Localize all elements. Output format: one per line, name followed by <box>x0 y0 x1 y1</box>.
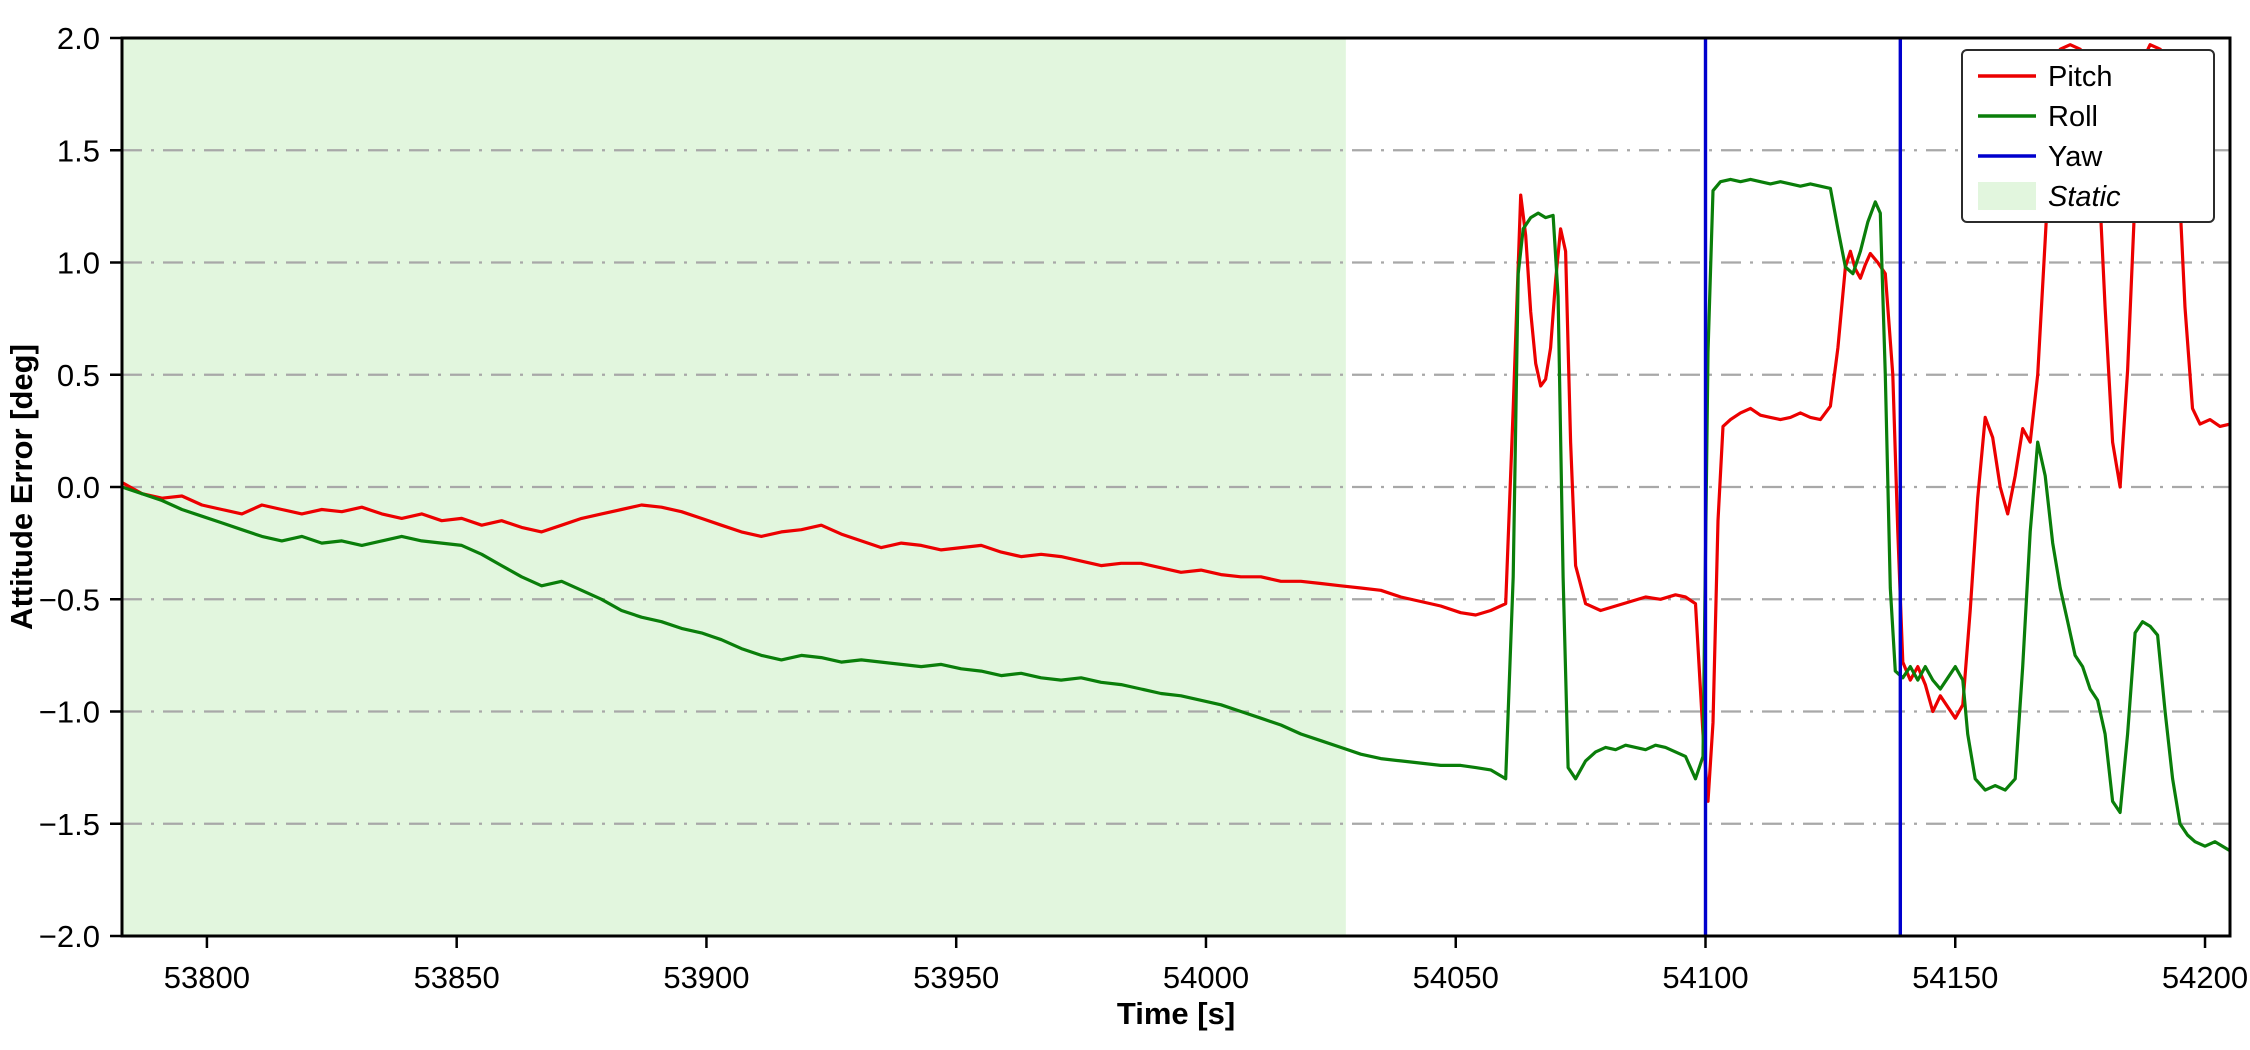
x-tick-label: 54000 <box>1163 960 1249 995</box>
static-region <box>122 38 1346 936</box>
legend: Pitch Roll Yaw Static <box>1961 49 2215 223</box>
y-tick-label: 1.0 <box>57 246 100 281</box>
x-tick-label: 53950 <box>913 960 999 995</box>
pitch-series-line <box>122 43 2230 803</box>
x-tick-label: 54200 <box>2162 960 2248 995</box>
y-tick-label: −1.0 <box>39 695 100 730</box>
x-tick-label: 54150 <box>1912 960 1998 995</box>
legend-label-roll: Roll <box>2048 101 2098 133</box>
y-tick-label: 2.0 <box>57 21 100 56</box>
x-axis-label: Time [s] <box>1117 996 1235 1031</box>
legend-label-static: Static <box>2048 181 2121 213</box>
roll-series-line <box>122 177 2230 853</box>
y-tick-label: −2.0 <box>39 919 100 954</box>
y-tick-label: 1.5 <box>57 133 100 168</box>
y-tick-label: −0.5 <box>39 582 100 617</box>
x-tick-label: 54100 <box>1662 960 1748 995</box>
x-tick-label: 53850 <box>414 960 500 995</box>
x-tick-label: 53800 <box>164 960 250 995</box>
legend-sample-static <box>1978 182 2036 210</box>
x-tick-label: 53900 <box>663 960 749 995</box>
y-tick-label: 0.5 <box>57 358 100 393</box>
y-tick-label: 0.0 <box>57 470 100 505</box>
x-tick-label: 54050 <box>1413 960 1499 995</box>
plot-area <box>122 38 2230 936</box>
legend-label-pitch: Pitch <box>2048 61 2112 93</box>
y-axis-label: Attitude Error [deg] <box>4 344 39 630</box>
y-tick-label: −1.5 <box>39 807 100 842</box>
legend-box <box>1961 49 2215 223</box>
legend-label-yaw: Yaw <box>2048 141 2103 173</box>
